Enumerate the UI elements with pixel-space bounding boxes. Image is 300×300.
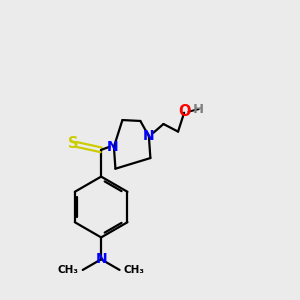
Text: CH₃: CH₃ [124, 265, 145, 275]
Text: N: N [143, 129, 155, 143]
Text: O: O [178, 104, 190, 119]
Text: N: N [107, 140, 118, 154]
Text: N: N [95, 252, 107, 266]
Text: S: S [68, 136, 78, 151]
Text: H: H [193, 103, 204, 116]
Text: CH₃: CH₃ [57, 265, 78, 275]
